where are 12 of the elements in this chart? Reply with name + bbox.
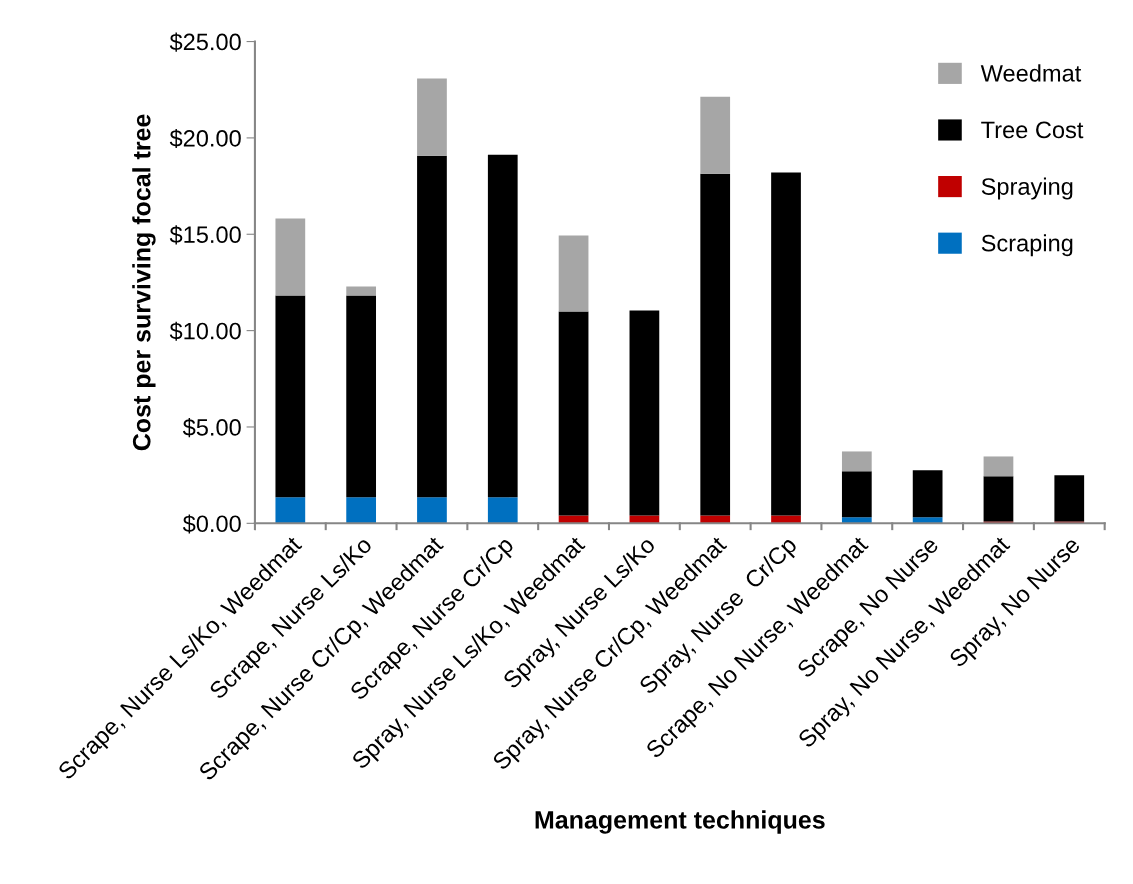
y-tick-label: $5.00 bbox=[182, 418, 241, 438]
legend-label: Weedmat bbox=[980, 64, 1082, 82]
x-axis-title: Management techniques bbox=[535, 810, 825, 834]
y-tick-label: $25.00 bbox=[169, 32, 241, 52]
y-tick-label: $15.00 bbox=[169, 225, 241, 245]
y-tick-label: $20.00 bbox=[169, 128, 241, 149]
legend-label: Tree Cost bbox=[981, 121, 1084, 139]
y-tick-label: $0.00 bbox=[182, 514, 241, 534]
y-tick-label: $10.00 bbox=[169, 321, 241, 341]
legend-label: Scraping bbox=[981, 234, 1073, 257]
y-axis-title: Cost per surviving focal tree bbox=[132, 114, 156, 451]
legend-label: Spraying bbox=[981, 177, 1073, 200]
